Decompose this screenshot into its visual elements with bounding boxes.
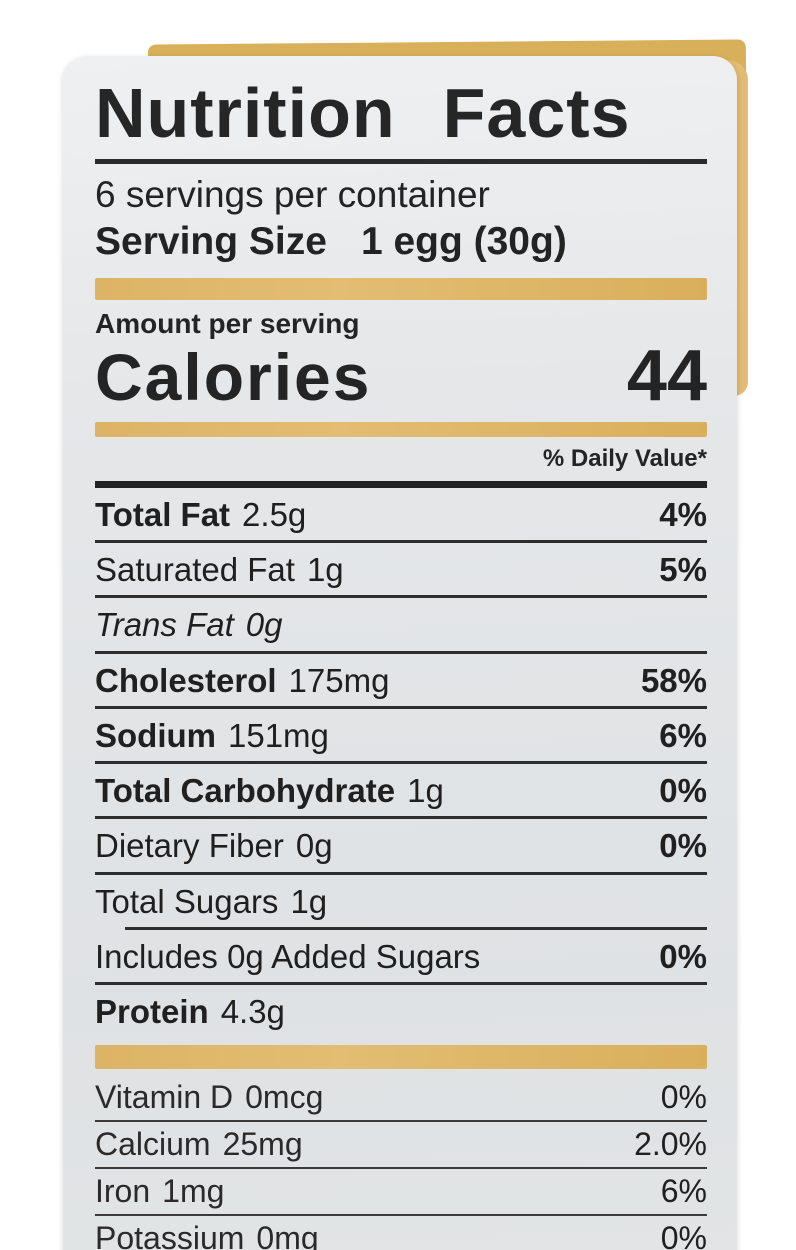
calories-label: Calories — [95, 339, 372, 414]
vitamin-dv: 2.0% — [634, 1126, 707, 1163]
vitamin-amount: 1mg — [162, 1172, 225, 1209]
nutrient-amount: 0g — [245, 606, 283, 644]
label-title: Nutrition Facts — [95, 74, 631, 152]
nutrient-name: Total Sugars — [95, 882, 279, 920]
calories-value: 44 — [626, 335, 707, 416]
nutrient-dv: 6% — [659, 716, 707, 754]
nutrient-amount: 151mg — [228, 716, 329, 754]
gold-separator-bar — [95, 277, 707, 300]
vitamin-amount: 25mg — [222, 1126, 303, 1163]
vitamin-amount: 0mg — [256, 1219, 319, 1250]
nutrient-amount: 1g — [306, 551, 344, 589]
calories-row: Calories 44 — [95, 340, 707, 412]
nutrient-row-added-sugars: Includes 0g Added Sugars 0% — [95, 930, 707, 982]
nutrient-dv: 0% — [659, 937, 707, 975]
vitamin-amount: 0mcg — [245, 1079, 324, 1116]
gold-separator-bar — [95, 421, 707, 437]
vitamin-name: Potassium — [95, 1219, 245, 1250]
nutrient-amount: 4.3g — [220, 993, 285, 1031]
nutrient-amount: 0g — [295, 827, 333, 865]
nutrient-amount: 175mg — [288, 661, 390, 699]
daily-value-header: % Daily Value* — [542, 444, 707, 472]
indented-divider — [125, 926, 707, 930]
nutrient-amount: 2.5g — [242, 495, 307, 533]
nutrient-name: Sodium — [95, 716, 216, 754]
vitamin-dv: 0% — [660, 1079, 707, 1116]
serving-size-value: 1 egg (30g) — [360, 220, 567, 264]
vitamin-row-calcium: Calcium 25mg 2.0% — [95, 1120, 707, 1167]
nutrient-amount: 1g — [290, 882, 328, 920]
nutrition-facts-label: Nutrition Facts 6 servings per container… — [63, 56, 737, 1250]
amount-per-serving-label: Amount per serving — [95, 307, 360, 339]
nutrient-amount: 1g — [407, 772, 444, 810]
section-divider-bar — [95, 480, 707, 488]
vitamin-row-iron: Iron 1mg 6% — [95, 1166, 707, 1214]
nutrient-dv: 0% — [659, 827, 707, 865]
nutrient-dv: 58% — [640, 661, 707, 699]
vitamin-table: Vitamin D 0mcg 0% Calcium 25mg 2.0% Iron 1m… — [95, 1075, 707, 1250]
serving-size-line: Serving Size 1 egg (30g) — [95, 219, 707, 266]
nutrient-name: Total Fat — [95, 495, 231, 533]
nutrient-row-total-fat: Total Fat 2.5g 4% — [95, 488, 707, 540]
title-divider — [95, 158, 707, 164]
nutrient-dv: 5% — [659, 551, 707, 589]
servings-per-container: 6 servings per container — [95, 173, 490, 215]
nutrient-name: Trans Fat — [95, 606, 234, 644]
vitamin-name: Vitamin D — [95, 1079, 234, 1116]
nutrient-name: Total Carbohydrate — [95, 772, 396, 810]
nutrient-dv: 4% — [659, 495, 707, 533]
nutrient-row-protein: Protein 4.3g — [95, 982, 707, 1037]
nutrient-table: Total Fat 2.5g 4% Saturated Fat 1g 5% Tran… — [95, 488, 707, 1038]
nutrient-name: Protein — [95, 993, 209, 1031]
nutrient-row-total-sugars: Total Sugars 1g — [95, 871, 707, 927]
nutrient-row-dietary-fiber: Dietary Fiber 0g 0% — [95, 816, 707, 871]
nutrient-row-sodium: Sodium 151mg 6% — [95, 705, 707, 761]
vitamin-dv: 6% — [660, 1172, 707, 1209]
vitamin-dv: 0% — [660, 1219, 707, 1250]
nutrient-row-total-carbohydrate: Total Carbohydrate 1g 0% — [95, 761, 707, 816]
nutrient-row-cholesterol: Cholesterol 175mg 58% — [95, 650, 707, 706]
vitamin-row-potassium: Potassium 0mg 0% — [95, 1213, 707, 1250]
vitamin-name: Calcium — [95, 1126, 211, 1163]
vitamin-name: Iron — [95, 1172, 151, 1209]
nutrient-name: Includes 0g Added Sugars — [95, 937, 481, 975]
nutrient-row-trans-fat: Trans Fat 0g — [95, 595, 707, 650]
nutrient-name: Cholesterol — [95, 661, 277, 699]
vitamin-row-vitamin-d: Vitamin D 0mcg 0% — [95, 1075, 707, 1120]
nutrient-name: Saturated Fat — [95, 551, 295, 589]
nutrient-dv: 0% — [659, 772, 707, 810]
gold-separator-bar — [95, 1045, 707, 1070]
nutrient-name: Dietary Fiber — [95, 827, 284, 865]
nutrient-row-saturated-fat: Saturated Fat 1g 5% — [95, 540, 707, 595]
serving-size-label: Serving Size — [95, 220, 327, 264]
